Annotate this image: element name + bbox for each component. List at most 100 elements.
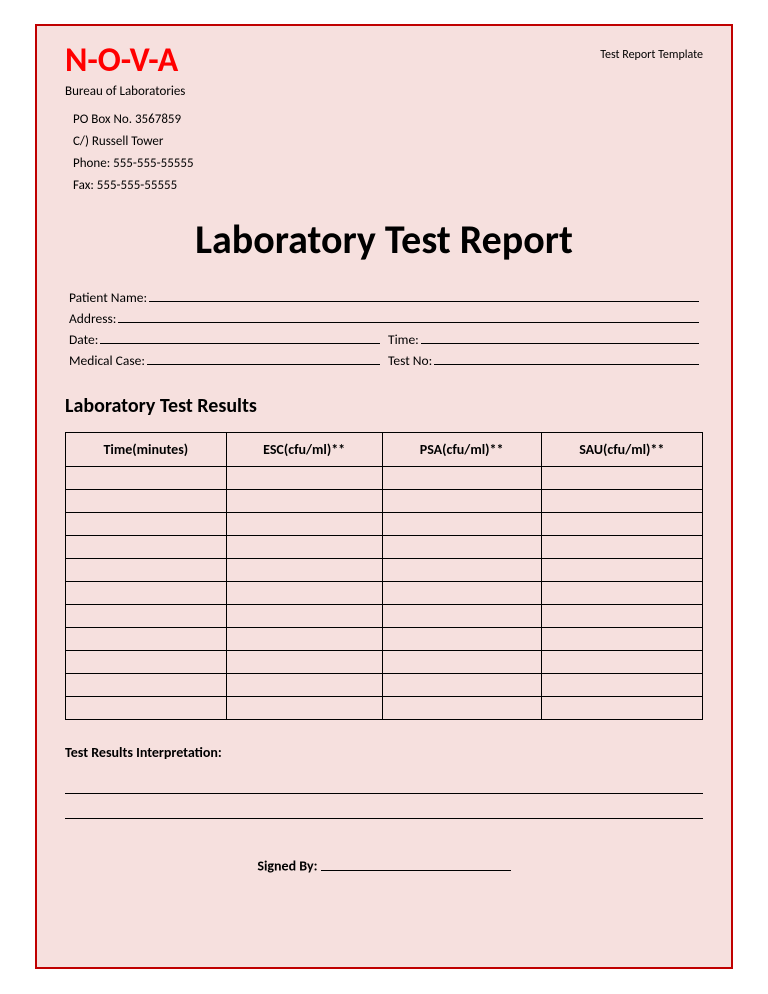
table-cell[interactable] [541, 605, 702, 628]
table-cell[interactable] [66, 674, 227, 697]
sign-row: Signed By: [65, 857, 703, 875]
logo-text: N-O-V-A [65, 44, 178, 78]
table-cell[interactable] [226, 697, 382, 720]
table-cell[interactable] [226, 536, 382, 559]
table-cell[interactable] [66, 628, 227, 651]
table-cell[interactable] [226, 467, 382, 490]
fax: Fax: 555-555-55555 [73, 175, 703, 197]
blank-test-no[interactable] [434, 351, 699, 365]
table-cell[interactable] [382, 674, 541, 697]
table-cell[interactable] [66, 582, 227, 605]
interpretation-blank[interactable] [65, 775, 703, 794]
template-label: Test Report Template [600, 44, 703, 62]
field-medical-case: Medical Case: [69, 351, 380, 372]
po-box: PO Box No. 3567859 [73, 109, 703, 131]
table-cell[interactable] [541, 651, 702, 674]
col-sau: SAU(cfu/ml)** [541, 433, 702, 467]
field-patient-name: Patient Name: [69, 288, 699, 309]
table-cell[interactable] [66, 697, 227, 720]
table-row [66, 582, 703, 605]
blank-date[interactable] [100, 330, 380, 344]
table-row [66, 467, 703, 490]
blank-sign[interactable] [321, 857, 511, 871]
field-date: Date: [69, 330, 380, 351]
table-row [66, 628, 703, 651]
results-header-row: Time(minutes) ESC(cfu/ml)** PSA(cfu/ml)*… [66, 433, 703, 467]
table-row [66, 490, 703, 513]
table-cell[interactable] [226, 582, 382, 605]
table-cell[interactable] [382, 490, 541, 513]
phone: Phone: 555-555-55555 [73, 153, 703, 175]
sign-label: Signed By: [257, 858, 317, 875]
table-cell[interactable] [226, 674, 382, 697]
table-cell[interactable] [541, 628, 702, 651]
table-cell[interactable] [382, 605, 541, 628]
table-cell[interactable] [382, 467, 541, 490]
table-cell[interactable] [541, 697, 702, 720]
table-cell[interactable] [541, 467, 702, 490]
table-cell[interactable] [226, 559, 382, 582]
results-heading: Laboratory Test Results [65, 394, 703, 418]
label-patient-name: Patient Name: [69, 288, 149, 309]
table-cell[interactable] [66, 513, 227, 536]
label-test-no: Test No: [388, 351, 434, 372]
table-row [66, 536, 703, 559]
blank-medical-case[interactable] [147, 351, 380, 365]
label-date: Date: [69, 330, 100, 351]
table-cell[interactable] [66, 559, 227, 582]
table-row [66, 651, 703, 674]
table-cell[interactable] [541, 674, 702, 697]
label-address: Address: [69, 309, 118, 330]
top-bar: N-O-V-A Test Report Template [65, 44, 703, 78]
address-block: PO Box No. 3567859 C/) Russell Tower Pho… [73, 109, 703, 197]
label-time: Time: [388, 330, 421, 351]
col-esc: ESC(cfu/ml)** [226, 433, 382, 467]
table-cell[interactable] [66, 651, 227, 674]
field-test-no: Test No: [388, 351, 699, 372]
table-cell[interactable] [66, 490, 227, 513]
table-cell[interactable] [382, 513, 541, 536]
table-row [66, 605, 703, 628]
interpretation-blank[interactable] [65, 800, 703, 819]
report-title: Laboratory Test Report [65, 215, 703, 264]
table-cell[interactable] [541, 559, 702, 582]
table-cell[interactable] [382, 697, 541, 720]
table-row [66, 674, 703, 697]
blank-time[interactable] [421, 330, 699, 344]
col-time: Time(minutes) [66, 433, 227, 467]
table-row [66, 559, 703, 582]
results-table: Time(minutes) ESC(cfu/ml)** PSA(cfu/ml)*… [65, 432, 703, 720]
field-time: Time: [388, 330, 699, 351]
label-medical-case: Medical Case: [69, 351, 147, 372]
bureau-line: Bureau of Laboratories [65, 84, 703, 99]
table-cell[interactable] [226, 490, 382, 513]
table-cell[interactable] [226, 651, 382, 674]
patient-fields: Patient Name: Address: Date: Time: Medic… [65, 288, 703, 372]
table-row [66, 513, 703, 536]
table-cell[interactable] [382, 559, 541, 582]
col-psa: PSA(cfu/ml)** [382, 433, 541, 467]
table-cell[interactable] [226, 605, 382, 628]
table-cell[interactable] [541, 490, 702, 513]
table-row [66, 697, 703, 720]
care-of: C/) Russell Tower [73, 131, 703, 153]
table-cell[interactable] [382, 651, 541, 674]
table-cell[interactable] [382, 536, 541, 559]
results-body [66, 467, 703, 720]
field-address: Address: [69, 309, 699, 330]
blank-patient-name[interactable] [149, 289, 699, 303]
blank-address[interactable] [118, 309, 699, 323]
table-cell[interactable] [541, 582, 702, 605]
table-cell[interactable] [66, 467, 227, 490]
table-cell[interactable] [66, 605, 227, 628]
report-page: N-O-V-A Test Report Template Bureau of L… [35, 24, 733, 969]
table-cell[interactable] [541, 536, 702, 559]
table-cell[interactable] [382, 628, 541, 651]
interpretation-heading: Test Results Interpretation: [65, 744, 703, 761]
table-cell[interactable] [226, 628, 382, 651]
table-cell[interactable] [226, 513, 382, 536]
interpretation-lines [65, 775, 703, 819]
table-cell[interactable] [541, 513, 702, 536]
table-cell[interactable] [382, 582, 541, 605]
table-cell[interactable] [66, 536, 227, 559]
